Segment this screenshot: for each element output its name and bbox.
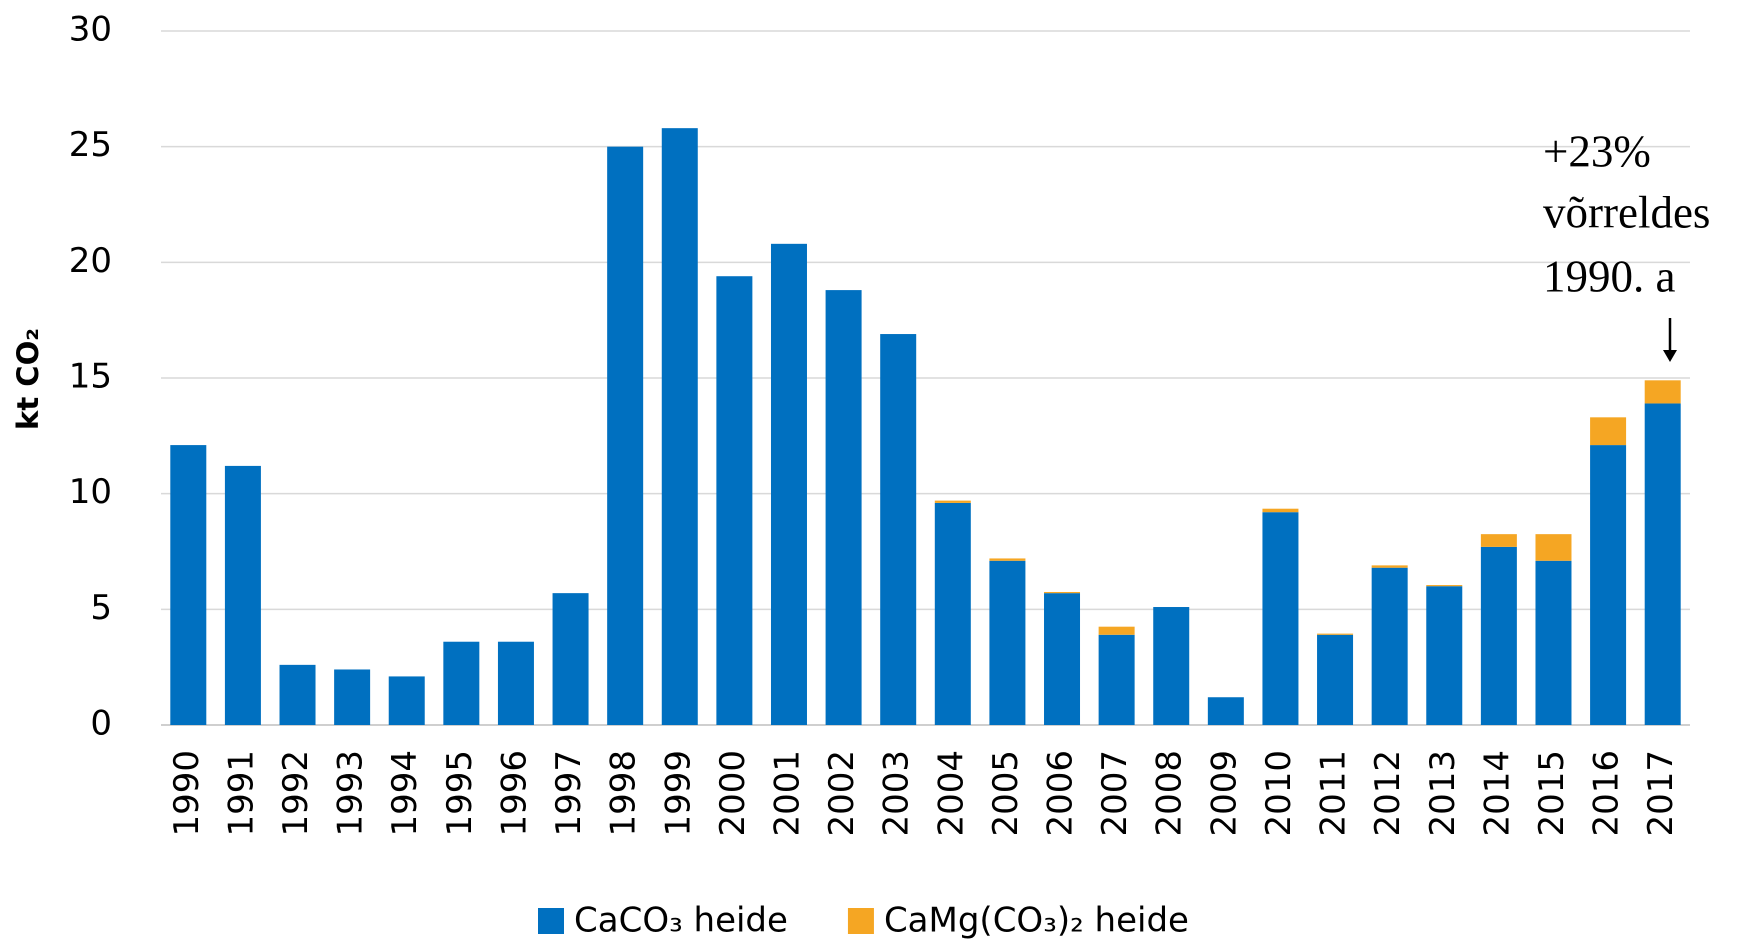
bar-segment (1262, 512, 1299, 725)
x-tick-label: 1991 (221, 750, 261, 837)
annotation: 1990. a (1543, 251, 1676, 301)
bar-segment (1371, 567, 1408, 725)
bar-segment (1535, 560, 1572, 725)
x-tick-label: 2009 (1204, 750, 1244, 837)
bar-segment (1044, 593, 1081, 725)
bar-segment (934, 500, 971, 503)
legend-label: CaMg(CO₃)₂ heide (884, 901, 1189, 941)
bar-segment (1590, 417, 1627, 446)
bar-segment (825, 290, 862, 725)
legend-swatch (847, 908, 874, 934)
bar-segment (716, 276, 753, 725)
x-tick-label: 2010 (1259, 750, 1299, 837)
x-tick-label: 2004 (931, 750, 971, 837)
bar-segment (170, 445, 207, 725)
bar-segment (1644, 403, 1681, 725)
x-tick-label: 2006 (1041, 750, 1081, 837)
bar-segment (1426, 585, 1463, 587)
bar-segment (1480, 546, 1517, 725)
x-tick-label: 1999 (658, 750, 698, 837)
bar-segment (1480, 534, 1517, 547)
bar-segment (1207, 697, 1244, 725)
y-tick-label: 25 (69, 125, 112, 165)
x-tick-label: 2002 (822, 750, 862, 837)
x-tick-label: 1994 (385, 750, 425, 837)
bar-segment (1644, 380, 1681, 404)
x-tick-label: 2005 (986, 750, 1026, 837)
x-tick-label: 1993 (331, 750, 371, 837)
bar-segment (1153, 607, 1190, 725)
annotation-arrow-head (1663, 350, 1677, 362)
bar-segment (1426, 586, 1463, 725)
bar-segment (661, 128, 698, 725)
x-tick-label: 1998 (604, 750, 644, 837)
x-tick-label: 2003 (877, 750, 917, 837)
y-tick-label: 20 (69, 241, 112, 281)
legend-swatch (538, 908, 564, 934)
x-tick-label: 2011 (1314, 750, 1354, 837)
bar-segment (279, 664, 316, 725)
bar-segment (552, 593, 589, 725)
x-tick-label: 2016 (1587, 750, 1627, 837)
x-tick-label: 2013 (1423, 750, 1463, 837)
bar-segment (934, 502, 971, 725)
bar-segment (1044, 591, 1081, 594)
y-tick-label: 0 (90, 704, 112, 744)
y-axis-label: kt CO₂ (11, 328, 45, 430)
x-tick-label: 1997 (549, 750, 589, 837)
bar-segment (1590, 445, 1627, 725)
x-tick-label: 2001 (767, 750, 807, 837)
bar-segment (224, 465, 261, 725)
bar-segment (770, 243, 807, 725)
x-tick-label: 2015 (1532, 750, 1572, 837)
x-tick-label: 1990 (167, 750, 207, 837)
x-tick-label: 2014 (1477, 750, 1517, 837)
x-tick-label: 1996 (494, 750, 534, 837)
x-tick-label: 1992 (276, 750, 316, 837)
x-tick-label: 2007 (1095, 750, 1135, 837)
bar-segment (443, 641, 480, 725)
bar-segment (607, 146, 644, 725)
y-tick-label: 5 (90, 588, 112, 628)
x-tick-label: 2012 (1368, 750, 1408, 837)
y-tick-label: 15 (69, 357, 112, 397)
bar-segment (989, 558, 1026, 561)
y-tick-label: 30 (69, 10, 112, 50)
x-tick-label: 1995 (440, 750, 480, 837)
annotation: +23% (1543, 126, 1651, 176)
bar-segment (989, 560, 1026, 725)
bar-segment (1098, 626, 1135, 635)
x-tick-label: 2008 (1150, 750, 1190, 837)
bar-segment (334, 669, 371, 725)
y-tick-label: 10 (69, 472, 112, 512)
legend-label: CaCO₃ heide (574, 901, 788, 941)
bar-segment (1371, 565, 1408, 568)
bar-segment (1535, 534, 1572, 561)
x-tick-label: 2017 (1641, 750, 1681, 837)
bar-segment (1262, 508, 1299, 513)
bar-segment (1098, 634, 1135, 725)
annotation: võrreldes (1543, 187, 1710, 237)
bar-segment (497, 641, 534, 725)
bar-segment (1317, 633, 1354, 635)
bar-segment (880, 334, 917, 725)
x-tick-label: 2000 (713, 750, 753, 837)
bar-segment (388, 676, 425, 725)
bar-segment (1317, 634, 1354, 725)
